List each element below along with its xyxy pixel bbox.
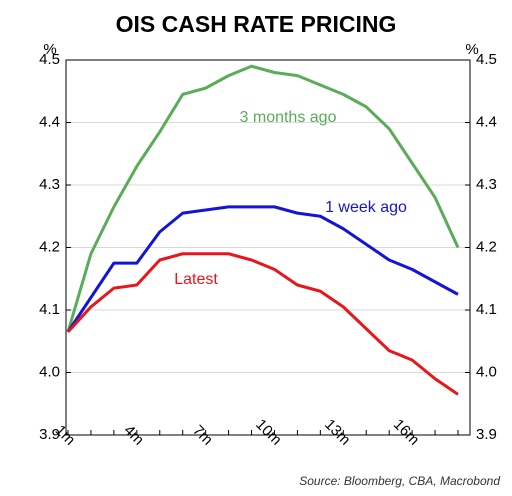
series-label: Latest [174,271,218,288]
y-tick-label: 3.9 [39,426,60,443]
y-tick-label: 4.2 [39,238,60,255]
x-tick-label: 4m [120,422,147,449]
y2-tick-label: 4.0 [476,363,497,380]
y-tick-label: 4.3 [39,176,60,193]
y2-tick-label: 3.9 [476,426,497,443]
y-tick-label: 4.4 [39,113,60,130]
y2-tick-label: 4.1 [476,301,497,318]
y2-tick-label: 4.3 [476,176,497,193]
y-tick-label: 4.1 [39,301,60,318]
y-unit-right: % [465,41,478,58]
series-line [66,205,459,333]
y2-tick-label: 4.5 [476,51,497,68]
series-line [66,64,460,333]
x-tick-label: 13m [321,416,354,449]
series-label: 3 months ago [240,109,337,126]
y-unit-left: % [43,41,56,58]
y-tick-label: 4.0 [39,363,60,380]
series-label: 1 week ago [325,199,407,216]
x-tick-label: 7m [189,422,216,449]
chart-title: OIS CASH RATE PRICING [116,11,397,37]
y2-tick-label: 4.4 [476,113,497,130]
source: Source: Bloomberg, CBA, Macrobond [299,474,500,488]
plot-frame [65,59,471,436]
y-tick-label: 4.5 [39,51,60,68]
series-line [66,252,459,396]
x-tick-label: 10m [252,416,285,449]
x-tick-label: 16m [390,416,423,449]
y2-tick-label: 4.2 [476,238,497,255]
